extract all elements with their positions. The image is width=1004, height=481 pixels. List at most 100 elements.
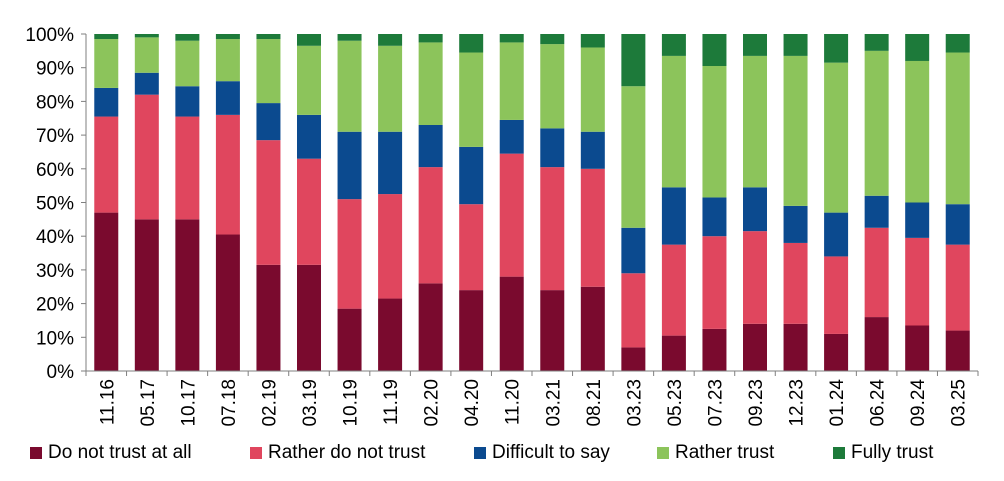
bar-stack <box>134 34 159 371</box>
bar-segment <box>824 62 849 213</box>
bar-stack <box>621 34 646 371</box>
bar-stack <box>905 34 930 371</box>
bar-segment <box>94 87 119 117</box>
bar-segment <box>621 347 646 371</box>
axes <box>81 33 979 376</box>
bar-segment <box>905 60 930 203</box>
bar-segment <box>743 55 767 188</box>
y-tick-label: 40% <box>36 227 74 248</box>
bar-segment <box>499 34 524 43</box>
bar-segment <box>783 55 808 206</box>
bar-stack <box>783 34 808 371</box>
bar-segment <box>661 55 686 188</box>
x-tick-label: 01.24 <box>827 379 848 427</box>
bar-stack <box>824 34 849 371</box>
bar-segment <box>297 264 321 371</box>
bar-segment <box>945 330 970 371</box>
x-axis-tick-labels: 11.16 05.17 10.17 07.18 02.19 03.19 10.19 11.19… <box>97 379 969 427</box>
bar-segment <box>256 103 281 141</box>
legend-swatch <box>30 447 42 459</box>
bar-segment <box>337 131 362 200</box>
bar-segment <box>621 34 646 87</box>
y-axis-tick-labels: 0% 10% 20% 30% 40% 50% 60% 70% 80% 90% 100% <box>25 25 74 383</box>
bar-segment <box>864 34 889 51</box>
bar-segment <box>864 317 889 371</box>
bar-segment <box>459 146 484 205</box>
y-tick-label: 70% <box>36 126 74 147</box>
bar-segment <box>783 242 808 324</box>
bar-segment <box>580 286 605 371</box>
bar-segment <box>864 50 889 196</box>
bar-segment <box>702 66 727 198</box>
bar-segment <box>905 325 930 371</box>
x-tick-label: 12.23 <box>787 379 808 427</box>
bar-stack <box>215 34 240 371</box>
bar-segment <box>905 202 930 238</box>
bar-segment <box>175 40 200 87</box>
bar-stack <box>94 34 119 371</box>
bar-stack <box>297 34 321 371</box>
bar-segment <box>378 34 403 46</box>
bar-segment <box>94 39 119 88</box>
bar-segment <box>580 34 605 48</box>
bar-segment <box>459 204 484 291</box>
bar-segment <box>540 167 565 291</box>
bar-segment <box>945 34 970 53</box>
bar-segment <box>134 37 159 73</box>
bar-segment <box>256 264 281 371</box>
bar-stack <box>459 34 484 371</box>
bar-segment <box>783 34 808 56</box>
bar-segment <box>297 158 321 265</box>
bar-segment <box>540 34 565 45</box>
bar-segment <box>215 34 240 40</box>
x-tick-label: 09.24 <box>908 379 929 427</box>
bar-stack <box>175 34 200 371</box>
bar-stack <box>580 34 605 371</box>
x-tick-label: 02.20 <box>422 379 443 427</box>
legend-swatch <box>833 447 845 459</box>
y-tick-label: 50% <box>36 194 74 215</box>
bar-segment <box>580 168 605 287</box>
bar-segment <box>499 119 524 154</box>
bar-segment <box>945 52 970 205</box>
bar-segment <box>256 34 281 40</box>
bar-segment <box>905 34 930 61</box>
x-tick-label: 03.23 <box>624 379 645 427</box>
y-tick-label: 10% <box>36 328 74 349</box>
bar-segment <box>337 34 362 41</box>
bar-segment <box>134 34 159 38</box>
bar-segment <box>215 234 240 371</box>
bar-segment <box>540 44 565 129</box>
bar-segment <box>540 128 565 168</box>
bar-segment <box>378 131 403 195</box>
bar-segment <box>459 52 484 147</box>
x-tick-label: 11.19 <box>381 379 402 425</box>
x-tick-label: 05.17 <box>138 379 159 427</box>
legend-item-difficult-to-say: Difficult to say <box>474 442 657 464</box>
bar-segment <box>702 236 727 329</box>
bar-stack <box>945 34 970 371</box>
bar-segment <box>134 94 159 220</box>
x-tick-label: 11.16 <box>97 379 118 425</box>
bar-segment <box>540 290 565 371</box>
bar-segment <box>134 219 159 371</box>
bar-segment <box>743 187 767 232</box>
bar-segment <box>215 39 240 82</box>
bar-segment <box>378 194 403 299</box>
x-tick-label: 07.18 <box>219 379 240 427</box>
legend-item-rather-do-not-trust: Rather do not trust <box>250 442 474 464</box>
y-tick-label: 30% <box>36 261 74 282</box>
bar-segment <box>215 81 240 115</box>
bar-segment <box>945 204 970 245</box>
bar-segment <box>580 131 605 169</box>
bar-stack <box>661 34 686 371</box>
bar-segment <box>824 34 849 63</box>
bar-segment <box>297 45 321 115</box>
bar-segment <box>256 39 281 104</box>
bar-segment <box>175 219 200 371</box>
bar-segment <box>418 167 443 284</box>
bar-segment <box>702 34 727 67</box>
legend-label: Rather trust <box>675 442 775 463</box>
bar-segment <box>783 323 808 371</box>
